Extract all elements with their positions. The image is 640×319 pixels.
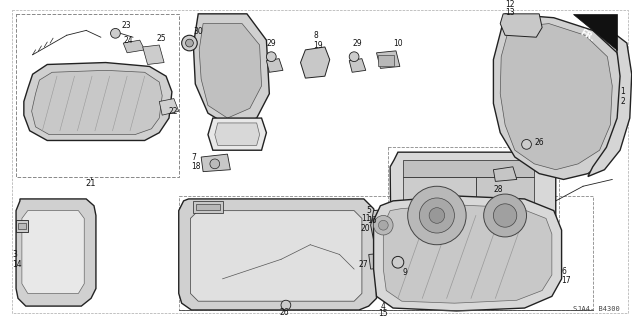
Polygon shape: [493, 14, 624, 180]
Text: 18: 18: [191, 162, 201, 171]
Circle shape: [484, 194, 527, 237]
Text: 23: 23: [121, 21, 131, 30]
Polygon shape: [371, 209, 396, 242]
Polygon shape: [349, 59, 366, 72]
Text: 29: 29: [352, 39, 362, 48]
Text: 17: 17: [562, 276, 572, 285]
Text: 30: 30: [193, 27, 203, 36]
Circle shape: [186, 39, 193, 47]
Text: 11: 11: [361, 214, 371, 223]
Text: 26: 26: [534, 138, 544, 147]
Text: 9: 9: [403, 269, 408, 278]
Text: 13: 13: [505, 8, 515, 17]
Text: 6: 6: [562, 266, 566, 276]
Circle shape: [349, 52, 359, 62]
Polygon shape: [193, 201, 223, 212]
Text: 3: 3: [12, 250, 17, 259]
Circle shape: [182, 35, 197, 51]
Text: 15: 15: [378, 309, 388, 318]
Circle shape: [374, 216, 393, 235]
Polygon shape: [199, 24, 262, 118]
Text: 2: 2: [620, 97, 625, 106]
Polygon shape: [383, 205, 552, 303]
Polygon shape: [403, 160, 534, 176]
Polygon shape: [196, 204, 220, 210]
Text: 29: 29: [266, 39, 276, 48]
Text: 10: 10: [393, 39, 403, 48]
Polygon shape: [403, 176, 476, 259]
Polygon shape: [390, 152, 556, 266]
Text: 12: 12: [505, 0, 515, 9]
Circle shape: [493, 204, 516, 227]
Text: SJA4- B4300: SJA4- B4300: [573, 306, 620, 312]
Circle shape: [281, 300, 291, 310]
Polygon shape: [143, 45, 164, 64]
Polygon shape: [376, 51, 400, 68]
Text: 19: 19: [313, 41, 323, 49]
Text: 4: 4: [381, 301, 386, 311]
Text: FR.: FR.: [578, 27, 596, 43]
Polygon shape: [500, 24, 612, 170]
Text: 8: 8: [313, 31, 318, 40]
Polygon shape: [124, 40, 145, 53]
Text: 28: 28: [493, 185, 503, 194]
Polygon shape: [369, 253, 393, 269]
Text: 22: 22: [169, 107, 179, 116]
Polygon shape: [179, 199, 376, 310]
Polygon shape: [208, 118, 266, 150]
Polygon shape: [31, 70, 162, 135]
Text: 26: 26: [279, 308, 289, 317]
Polygon shape: [493, 167, 516, 182]
Circle shape: [408, 186, 466, 245]
Circle shape: [522, 139, 531, 149]
Circle shape: [429, 208, 445, 223]
Text: 20: 20: [361, 224, 371, 233]
Text: 14: 14: [12, 260, 22, 269]
Polygon shape: [588, 27, 632, 176]
Circle shape: [392, 256, 404, 268]
Circle shape: [266, 52, 276, 62]
Polygon shape: [16, 220, 28, 232]
Polygon shape: [266, 59, 283, 72]
Text: 24: 24: [124, 36, 133, 45]
Polygon shape: [191, 211, 362, 301]
Polygon shape: [476, 176, 534, 259]
Text: 1: 1: [620, 87, 625, 96]
Text: 5: 5: [367, 206, 372, 215]
Circle shape: [210, 159, 220, 169]
Text: 25: 25: [156, 34, 166, 43]
Polygon shape: [500, 14, 542, 37]
Polygon shape: [193, 14, 269, 128]
Polygon shape: [301, 47, 330, 78]
Polygon shape: [201, 154, 230, 172]
Circle shape: [378, 220, 388, 230]
Polygon shape: [159, 99, 179, 115]
Polygon shape: [215, 123, 260, 145]
Circle shape: [419, 198, 454, 233]
Polygon shape: [374, 196, 562, 311]
Polygon shape: [22, 211, 84, 293]
Circle shape: [111, 28, 120, 38]
Text: 7: 7: [191, 152, 196, 161]
Polygon shape: [16, 199, 96, 306]
Polygon shape: [573, 14, 617, 50]
Polygon shape: [18, 223, 26, 229]
Text: 16: 16: [367, 216, 376, 225]
Text: 21: 21: [86, 179, 96, 188]
Polygon shape: [24, 63, 172, 140]
Text: 27: 27: [359, 260, 369, 269]
Polygon shape: [378, 55, 394, 66]
